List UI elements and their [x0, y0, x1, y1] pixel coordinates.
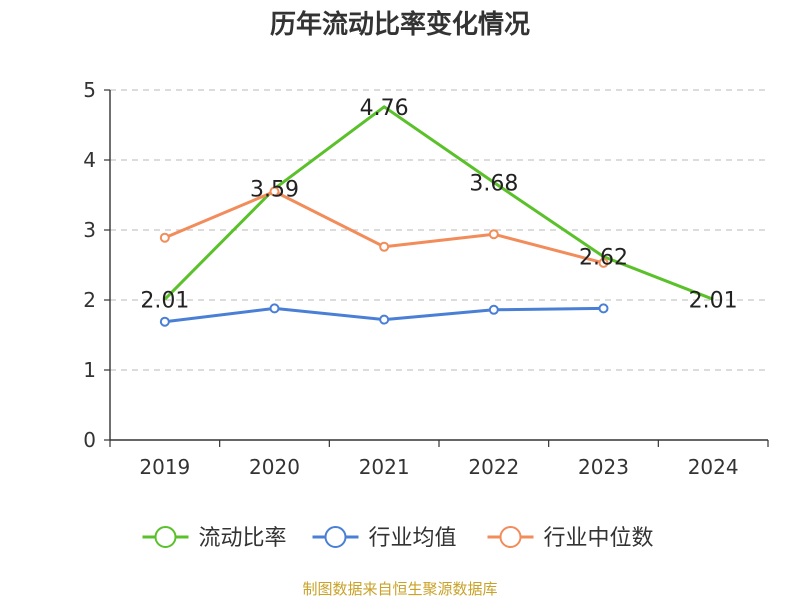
- series-layer: [159, 105, 714, 327]
- legend: 流动比率 行业均值 行业中位数: [142, 526, 654, 551]
- series-2-point-2019: [159, 232, 170, 243]
- legend-label: 流动比率: [199, 526, 287, 551]
- series-1-point-2019: [159, 316, 170, 327]
- x-tick-label-2021: 2021: [359, 455, 410, 479]
- series-1-point-2022: [488, 304, 499, 315]
- legend-item-2: 行业中位数: [487, 526, 654, 551]
- y-tick-label-3: 3: [83, 218, 96, 242]
- y-tick-label-2: 2: [83, 288, 96, 312]
- source-note: 制图数据来自恒生聚源数据库: [302, 580, 498, 598]
- x-tick-label-2023: 2023: [578, 455, 629, 479]
- data-label-2022: 3.68: [469, 171, 518, 196]
- y-tick-label-5: 5: [83, 78, 96, 102]
- series-1-point-2021: [379, 314, 390, 325]
- series-line-2: [164, 190, 604, 265]
- series-2-point-2023: [598, 257, 609, 268]
- x-tick-label-2024: 2024: [688, 455, 739, 479]
- data-label-2020: 3.59: [250, 178, 299, 203]
- series-1-point-2020: [269, 303, 280, 314]
- series-2-point-2020: [269, 186, 280, 197]
- legend-marker: [499, 526, 522, 548]
- series-line-0: [163, 105, 714, 301]
- series-2-point-2021: [379, 241, 390, 252]
- legend-marker: [154, 526, 177, 548]
- data-label-2024: 2.01: [689, 288, 738, 313]
- y-tick-label-4: 4: [83, 148, 96, 172]
- legend-marker: [324, 526, 347, 548]
- chart-title: 历年流动比率变化情况: [269, 10, 530, 40]
- series-2-point-2022: [488, 229, 499, 240]
- data-label-2021: 4.76: [360, 96, 409, 121]
- legend-label: 行业中位数: [544, 526, 654, 551]
- legend-item-1: 行业均值: [312, 526, 457, 551]
- legend-label: 行业均值: [369, 526, 457, 551]
- y-tick-label-1: 1: [83, 358, 96, 382]
- axis-layer: 0 1 2 3 4 5 2019 2020 2021 2022 2023 2024: [83, 78, 769, 479]
- data-label-2019: 2.01: [140, 288, 189, 313]
- y-tick-label-0: 0: [83, 428, 96, 452]
- x-tick-label-2019: 2019: [139, 455, 190, 479]
- x-tick-label-2022: 2022: [468, 455, 519, 479]
- data-label-layer: 2.01 3.59 4.76 3.68 2.62 2.01: [140, 96, 737, 313]
- series-1-point-2023: [598, 303, 609, 314]
- legend-item-0: 流动比率: [142, 526, 287, 551]
- x-tick-label-2020: 2020: [249, 455, 300, 479]
- data-label-2023: 2.62: [579, 246, 628, 271]
- grid-layer: [110, 89, 768, 371]
